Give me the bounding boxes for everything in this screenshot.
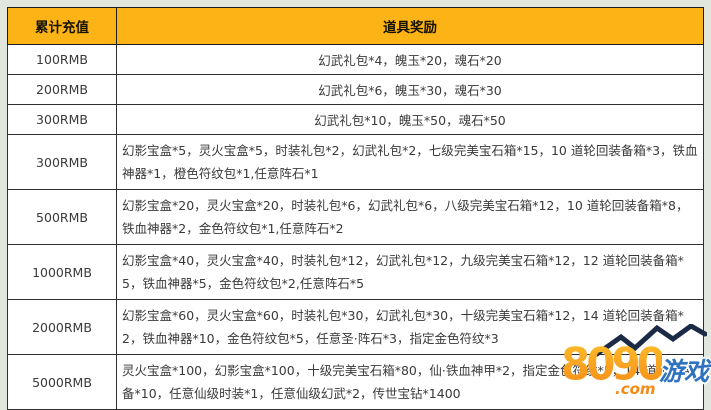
recharge-amount: 1000RMB — [7, 244, 117, 300]
reward-items: 灵火宝盒*100，幻影宝盒*100，十级完美宝石箱*80，仙·铁血神甲*2，指定… — [116, 354, 704, 410]
table-body: 100RMB 幻武礼包*4，魄玉*20，魂石*20 200RMB 幻武礼包*6，魄玉*… — [7, 44, 704, 410]
reward-items: 幻影宝盒*5，灵火宝盒*5，时装礼包*2，幻武礼包*2，七级完美宝石箱*15，1… — [116, 134, 704, 190]
table-row: 500RMB 幻影宝盒*20，灵火宝盒*20，时装礼包*6，幻武礼包*6，八级完美… — [7, 189, 704, 245]
reward-items: 幻武礼包*4，魄玉*20，魂石*20 — [116, 44, 704, 75]
table-row: 300RMB 幻武礼包*10，魄玉*50，魂石*50 — [7, 104, 704, 135]
reward-items: 幻武礼包*6，魄玉*30，魂石*30 — [116, 74, 704, 105]
header-cumulative-recharge: 累计充值 — [7, 7, 117, 45]
recharge-amount: 200RMB — [7, 74, 117, 105]
table-row: 100RMB 幻武礼包*4，魄玉*20，魂石*20 — [7, 44, 704, 75]
table-row: 2000RMB 幻影宝盒*60，灵火宝盒*60，时装礼包*30，幻武礼包*30，十… — [7, 299, 704, 355]
page-background: 累计充值 道具奖励 100RMB 幻武礼包*4，魄玉*20，魂石*20 200RMB… — [7, 7, 709, 410]
reward-items: 幻影宝盒*60，灵火宝盒*60，时装礼包*30，幻武礼包*30，十级完美宝石箱*… — [116, 299, 704, 355]
reward-items: 幻影宝盒*40，灵火宝盒*40，时装礼包*12，幻武礼包*12，九级完美宝石箱*… — [116, 244, 704, 300]
table-row: 5000RMB 灵火宝盒*100，幻影宝盒*100，十级完美宝石箱*80，仙·铁血… — [7, 354, 704, 410]
reward-items: 幻武礼包*10，魄玉*50，魂石*50 — [116, 104, 704, 135]
recharge-reward-table: 累计充值 道具奖励 100RMB 幻武礼包*4，魄玉*20，魂石*20 200RMB… — [7, 7, 704, 410]
reward-items: 幻影宝盒*20，灵火宝盒*20，时装礼包*6，幻武礼包*6，八级完美宝石箱*12… — [116, 189, 704, 245]
recharge-amount: 500RMB — [7, 189, 117, 245]
recharge-amount: 100RMB — [7, 44, 117, 75]
recharge-amount: 5000RMB — [7, 354, 117, 410]
table-row: 200RMB 幻武礼包*6，魄玉*30，魂石*30 — [7, 74, 704, 105]
table-header-row: 累计充值 道具奖励 — [7, 7, 704, 45]
recharge-amount: 300RMB — [7, 104, 117, 135]
recharge-amount: 2000RMB — [7, 299, 117, 355]
table-row: 300RMB 幻影宝盒*5，灵火宝盒*5，时装礼包*2，幻武礼包*2，七级完美宝石… — [7, 134, 704, 190]
header-item-reward: 道具奖励 — [116, 7, 704, 45]
table-row: 1000RMB 幻影宝盒*40，灵火宝盒*40，时装礼包*12，幻武礼包*12，九… — [7, 244, 704, 300]
recharge-amount: 300RMB — [7, 134, 117, 190]
